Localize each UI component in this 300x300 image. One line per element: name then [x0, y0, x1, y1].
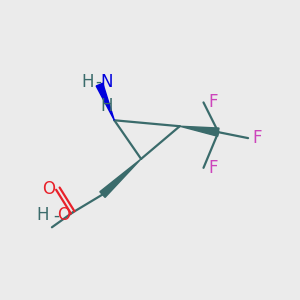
Text: -: -: [53, 206, 59, 224]
Text: H: H: [36, 206, 49, 224]
Text: O: O: [57, 206, 70, 224]
Text: H: H: [81, 73, 94, 91]
Text: O: O: [42, 180, 55, 198]
Text: F: F: [253, 129, 262, 147]
Polygon shape: [180, 126, 219, 136]
Text: F: F: [208, 159, 218, 177]
Polygon shape: [100, 159, 141, 197]
Text: -: -: [95, 73, 101, 91]
Polygon shape: [96, 83, 114, 120]
Text: N: N: [101, 73, 113, 91]
Text: H: H: [101, 97, 113, 115]
Text: F: F: [208, 93, 218, 111]
